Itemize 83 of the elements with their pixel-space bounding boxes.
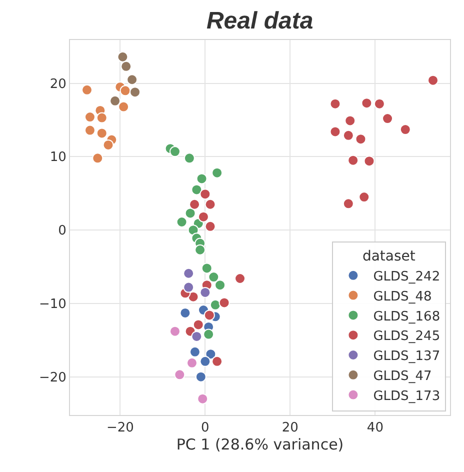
point: [198, 211, 209, 222]
point: [192, 319, 204, 330]
point: [200, 286, 211, 298]
point: [186, 357, 198, 368]
point: [102, 139, 114, 150]
point: [200, 188, 211, 200]
point: [117, 51, 128, 62]
legend-label: GLDS_168: [373, 309, 440, 324]
point: [344, 115, 356, 126]
point: [92, 152, 104, 164]
point: [96, 128, 108, 139]
point: [169, 146, 180, 158]
legend-label: GLDS_137: [373, 349, 440, 364]
point: [84, 124, 96, 136]
point: [96, 112, 108, 124]
x-axis-title: PC 1 (28.6% variance): [176, 436, 344, 454]
point: [82, 84, 92, 96]
x-tick-label: 40: [366, 420, 384, 436]
legend-label: GLDS_48: [373, 289, 432, 304]
point: [184, 208, 196, 219]
point: [120, 85, 131, 96]
point: [348, 154, 359, 166]
point: [195, 371, 206, 382]
point: [342, 130, 354, 141]
point: [183, 268, 194, 279]
point: [204, 310, 215, 321]
chart-title: Real data: [206, 8, 314, 35]
point: [374, 98, 385, 110]
point: [194, 244, 206, 256]
point: [201, 262, 212, 274]
point: [118, 101, 130, 112]
legend-label: GLDS_47: [373, 368, 432, 384]
point: [203, 328, 214, 340]
x-tick-label: 0: [201, 420, 210, 436]
point: [358, 192, 370, 203]
y-tick-label: −20: [38, 370, 66, 386]
legend-label: GLDS_173: [373, 388, 440, 404]
x-tick-label: 20: [282, 420, 298, 436]
point: [169, 326, 180, 337]
point: [208, 272, 220, 283]
point: [180, 307, 191, 318]
legend-label: GLDS_242: [373, 269, 440, 284]
point: [330, 126, 341, 138]
legend-title: dataset: [362, 248, 416, 264]
point: [342, 198, 354, 210]
point: [196, 173, 208, 184]
point: [130, 86, 141, 98]
point: [191, 184, 202, 196]
point: [204, 198, 216, 210]
point: [355, 134, 366, 145]
point: [191, 330, 202, 342]
point: [361, 98, 372, 109]
x-tick-label: −20: [106, 420, 134, 436]
point: [189, 346, 200, 358]
point: [197, 393, 208, 404]
point: [84, 112, 96, 123]
point: [364, 156, 375, 167]
point: [174, 369, 186, 380]
y-tick-label: −10: [38, 297, 66, 312]
legend-label: GLDS_245: [373, 329, 440, 344]
point: [234, 273, 246, 284]
y-tick-label: 0: [58, 224, 66, 239]
point: [218, 297, 230, 308]
point: [400, 124, 411, 136]
point: [184, 152, 195, 164]
y-tick-label: 20: [50, 76, 66, 92]
point: [382, 113, 394, 124]
y-tick-label: 10: [50, 150, 66, 166]
point: [212, 356, 223, 367]
point: [204, 220, 216, 232]
point: [110, 95, 121, 106]
point: [212, 167, 223, 178]
point: [330, 98, 341, 110]
point: [183, 282, 194, 293]
point: [428, 74, 438, 86]
point: [176, 216, 188, 228]
point: [126, 74, 138, 86]
point: [188, 291, 199, 302]
point: [214, 280, 226, 291]
point: [120, 60, 132, 72]
point: [210, 299, 221, 310]
point: [200, 356, 211, 367]
point: [189, 198, 200, 210]
